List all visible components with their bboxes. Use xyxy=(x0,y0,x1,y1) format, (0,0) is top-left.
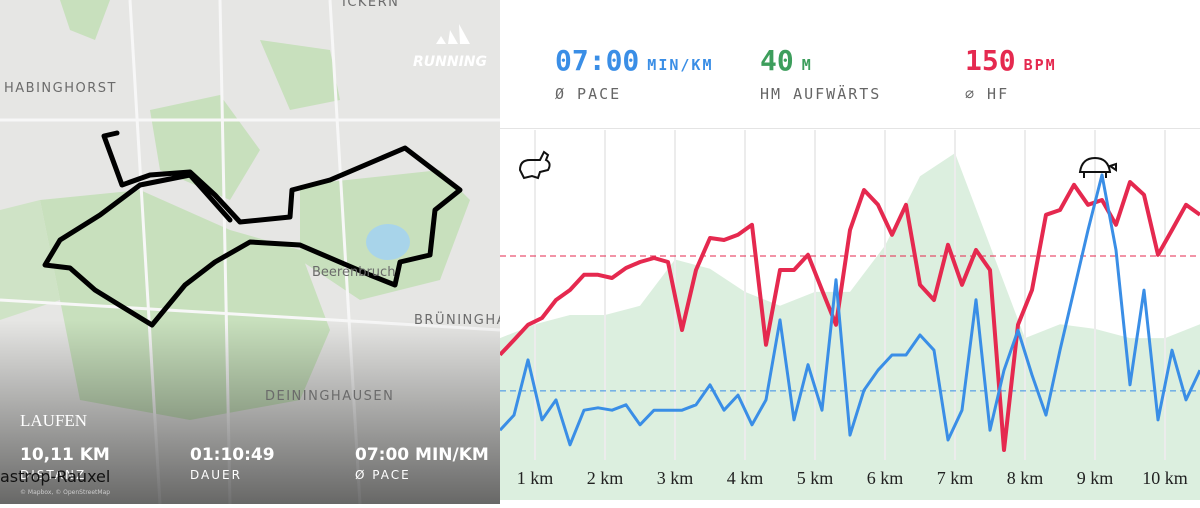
x-tick-label: 3 km xyxy=(657,468,694,488)
x-tick-label: 6 km xyxy=(867,468,904,488)
rabbit-icon xyxy=(518,150,551,180)
stat-caption: Ø PACE xyxy=(355,468,411,482)
brand-logo xyxy=(436,24,470,44)
x-tick-label: 1 km xyxy=(517,468,554,488)
series-line xyxy=(500,180,1200,452)
attribution: © Mapbox, © OpenStreetMap xyxy=(20,489,110,496)
route xyxy=(42,130,463,328)
x-tick-label: 4 km xyxy=(727,468,764,488)
place-label: Beerenbruch xyxy=(312,265,395,280)
stat-caption: DISTANZ xyxy=(20,468,86,482)
stat-unit: BPM xyxy=(1024,56,1057,74)
stat-label: ∅ HF xyxy=(965,85,1009,103)
stat-label: Ø PACE xyxy=(555,85,621,103)
park xyxy=(260,40,340,110)
map: RUNNING ICKERN HABINGHORST Beerenbruch B… xyxy=(0,0,507,504)
roads xyxy=(0,0,500,504)
stat-value: 40 xyxy=(760,44,794,77)
series-line xyxy=(500,173,1200,447)
x-tick-label: 9 km xyxy=(1077,468,1114,488)
x-tick-label: 8 km xyxy=(1007,468,1044,488)
turtle-icon xyxy=(1078,156,1117,178)
stat-value: 150 xyxy=(965,44,1016,77)
x-tick-label: 2 km xyxy=(587,468,624,488)
park xyxy=(0,200,60,320)
place-label: ICKERN xyxy=(342,0,399,10)
stat-label: HM AUFWÄRTS xyxy=(760,84,881,103)
header: 07:00 MIN/KM Ø PACE 40 M HM AUFWÄRTS 150 BPM ∅ H… xyxy=(555,44,1057,103)
bottom-shade xyxy=(0,320,500,504)
activity: LAUFEN xyxy=(20,411,87,430)
chart: 1 km 2 km 3 km 4 km 5 km 6 km 7 km 8 km 9 km 10 k… xyxy=(500,130,1200,500)
brand: RUNNING xyxy=(413,54,487,70)
place-label: BRÜNINGHA xyxy=(414,311,507,328)
place-label: DEININGHAUSEN xyxy=(265,389,394,404)
stat-caption: DAUER xyxy=(190,468,242,482)
x-tick-label: 5 km xyxy=(797,468,834,488)
lake xyxy=(366,224,410,260)
park xyxy=(60,0,110,40)
place-label: astrop-Rauxel xyxy=(0,467,110,486)
stat-value: 10,11 KM xyxy=(20,445,110,465)
stat-unit: MIN/KM xyxy=(647,56,713,74)
x-tick-label: 7 km xyxy=(937,468,974,488)
stat-value: 01:10:49 xyxy=(190,445,275,465)
stat-value: 07:00 MIN/KM xyxy=(355,445,489,465)
stat-unit: M xyxy=(802,56,813,74)
stat-value: 07:00 xyxy=(555,44,639,77)
x-tick-label: 10 km xyxy=(1142,468,1188,488)
place-label: HABINGHORST xyxy=(4,81,117,96)
